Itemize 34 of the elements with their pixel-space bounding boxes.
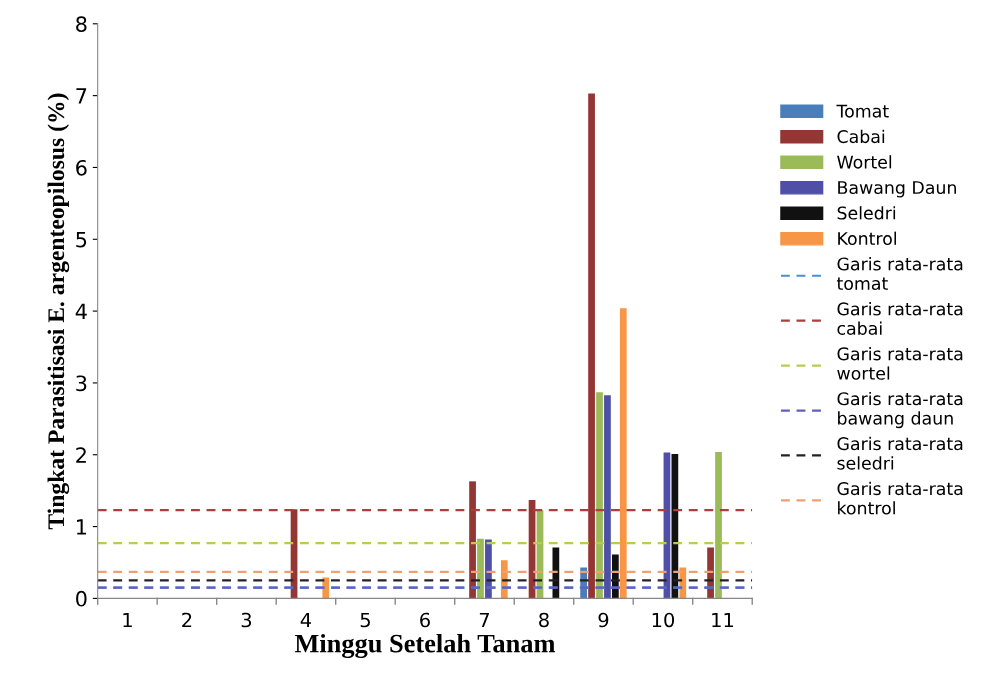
legend-label: Garis rata-rata seledri	[837, 436, 963, 470]
x-tick-label: 2	[182, 612, 192, 628]
y-tick-label: 1	[76, 519, 87, 535]
y-tick-label: 7	[76, 88, 87, 104]
x-tick-label: 9	[598, 612, 609, 628]
legend-label: Cabai	[837, 129, 885, 144]
legend-label: Seledri	[837, 206, 896, 220]
y-axis-title: Tingkat Parasitisasi E. argenteopilosus (%)	[47, 93, 70, 530]
x-tick-label: 8	[539, 612, 549, 628]
y-tick-label: 8	[76, 16, 87, 33]
y-tick-label: 6	[76, 159, 87, 176]
x-axis-title: Minggu Setelah Tanam	[294, 633, 556, 659]
legend-label: Garis rata-rata wortel	[837, 346, 963, 380]
x-tick-label: 10	[652, 612, 675, 628]
x-tick-label: 7	[479, 612, 489, 628]
legend-label: Wortel	[837, 155, 892, 169]
legend-label: Garis rata-rata kontrol	[837, 481, 963, 515]
legend-label: Bawang Daun	[838, 181, 956, 198]
legend-label: Garis rata-rata cabai	[837, 302, 963, 335]
x-tick-label: 1	[123, 612, 132, 628]
y-tick-label: 2	[76, 447, 86, 463]
y-tick-label: 4	[75, 303, 87, 320]
y-tick-label: 3	[76, 375, 87, 392]
legend-label: Tomat	[836, 104, 889, 118]
x-tick-label: 6	[420, 612, 430, 628]
x-tick-label: 3	[241, 612, 252, 628]
legend-label: Garis rata-rata tomat	[836, 257, 963, 290]
legend-label: Garis rata-rata bawang daun	[837, 391, 963, 429]
y-tick-label: 0	[76, 590, 87, 607]
y-tick-label: 5	[76, 232, 87, 248]
x-tick-label: 4	[300, 612, 312, 628]
legend-label: Kontrol	[838, 231, 897, 246]
x-tick-label: 5	[360, 612, 370, 628]
x-tick-label: 11	[712, 612, 734, 628]
